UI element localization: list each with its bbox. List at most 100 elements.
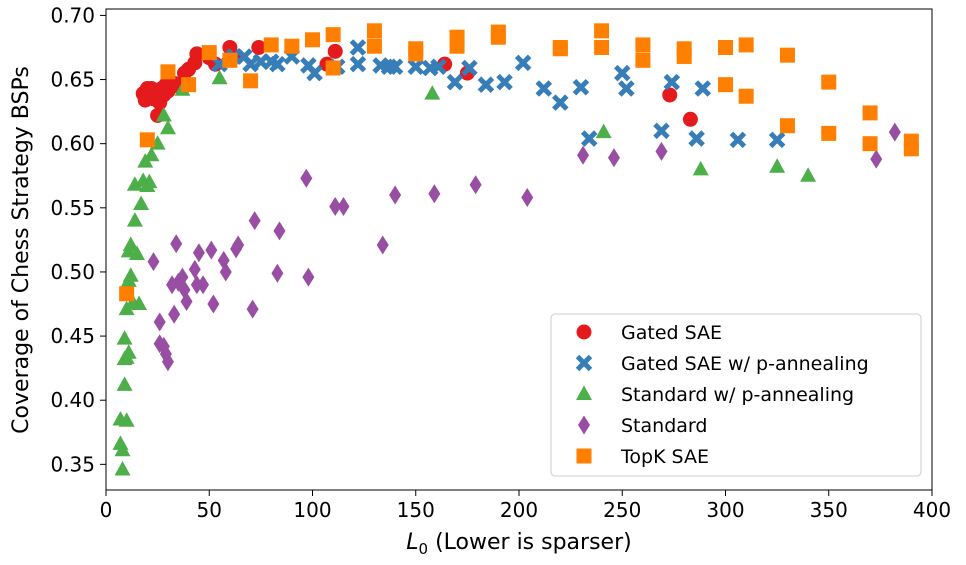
data-point	[300, 168, 313, 188]
x-tick-label: 100	[293, 498, 331, 522]
y-axis-ticks: 0.35 0.40 0.45 0.50 0.55 0.60 0.65 0.70	[50, 3, 106, 476]
data-point	[147, 252, 160, 272]
legend-label: TopK SAE	[620, 446, 709, 468]
data-point	[325, 27, 341, 43]
y-tick-label: 0.35	[50, 452, 95, 476]
legend: Gated SAE Gated SAE w/ p-annealing Standar…	[550, 313, 922, 477]
data-point	[133, 195, 150, 210]
y-tick-label: 0.55	[50, 196, 95, 220]
data-point	[246, 299, 259, 319]
data-point	[496, 73, 513, 91]
data-point	[577, 145, 590, 165]
data-point	[594, 39, 610, 55]
data-point	[653, 122, 670, 140]
data-point	[302, 267, 315, 287]
data-point	[349, 39, 367, 56]
data-point	[337, 197, 350, 217]
data-point	[116, 376, 133, 391]
data-point	[552, 41, 568, 57]
data-point	[446, 73, 464, 91]
data-point	[273, 221, 286, 241]
legend-marker	[576, 448, 592, 464]
data-point	[768, 131, 786, 149]
data-point	[329, 197, 342, 217]
data-point	[248, 211, 261, 231]
data-point	[718, 39, 733, 55]
data-point	[232, 235, 245, 255]
legend-label: Standard w/ p-annealing	[621, 384, 854, 406]
legend-label: Standard	[621, 415, 707, 437]
data-point	[688, 130, 705, 147]
series-1	[211, 39, 786, 149]
data-point	[729, 131, 747, 149]
data-point	[126, 212, 143, 227]
data-point	[131, 295, 148, 311]
data-point	[477, 76, 495, 93]
data-point	[428, 184, 441, 204]
x-tick-label: 350	[810, 498, 848, 522]
legend-label: Gated SAE w/ p-annealing	[621, 353, 869, 375]
data-point	[118, 412, 135, 427]
data-point	[655, 141, 668, 161]
data-point	[430, 58, 447, 75]
data-point	[389, 185, 402, 205]
x-tick-label: 200	[500, 498, 538, 522]
data-point	[821, 74, 837, 90]
legend-marker	[576, 385, 592, 400]
data-point	[376, 235, 389, 255]
data-point	[386, 58, 404, 75]
data-point	[607, 148, 620, 168]
data-point	[424, 85, 441, 100]
data-point	[161, 352, 174, 372]
data-point	[243, 73, 259, 89]
y-axis-label: Coverage of Chess Strategy BSPs	[9, 66, 34, 434]
data-point	[552, 94, 569, 111]
data-point	[349, 55, 367, 73]
data-point	[222, 52, 238, 68]
y-tick-label: 0.65	[50, 68, 95, 92]
x-axis-label-rest: (Lower is sparser)	[428, 530, 632, 555]
data-point	[211, 69, 228, 85]
data-point	[114, 460, 131, 476]
data-point	[618, 80, 635, 97]
data-point	[263, 37, 279, 53]
data-point	[305, 32, 320, 48]
data-point	[407, 58, 425, 75]
series-2	[112, 69, 817, 476]
data-point	[139, 132, 155, 148]
data-point	[635, 52, 651, 68]
data-point	[490, 29, 506, 45]
data-point	[694, 80, 712, 97]
data-point	[862, 105, 878, 121]
data-point	[595, 123, 612, 139]
data-point	[580, 130, 598, 147]
y-tick-label: 0.50	[50, 260, 95, 284]
x-axis-label: L0 (Lower is sparser)	[406, 530, 631, 558]
y-tick-label: 0.45	[50, 324, 95, 348]
data-point	[155, 106, 172, 122]
series-3	[147, 122, 901, 372]
data-point	[662, 87, 678, 103]
legend-box	[550, 313, 922, 477]
data-point	[306, 64, 323, 82]
data-point	[676, 48, 692, 64]
data-point	[141, 173, 158, 189]
data-point	[271, 263, 284, 283]
data-point	[682, 111, 698, 127]
x-tick-label: 50	[197, 498, 222, 522]
data-point	[160, 64, 176, 80]
data-point	[201, 45, 217, 61]
data-point	[366, 23, 382, 39]
data-point	[408, 46, 424, 62]
data-point	[114, 441, 131, 457]
data-point	[219, 262, 232, 282]
data-point	[181, 77, 197, 93]
data-point	[207, 294, 220, 314]
data-point	[176, 267, 189, 287]
data-point	[205, 240, 218, 260]
legend-marker	[576, 324, 592, 340]
x-axis-label-subscript: 0	[419, 540, 429, 558]
data-point	[325, 60, 341, 76]
data-point	[153, 312, 166, 332]
data-point	[613, 64, 631, 82]
